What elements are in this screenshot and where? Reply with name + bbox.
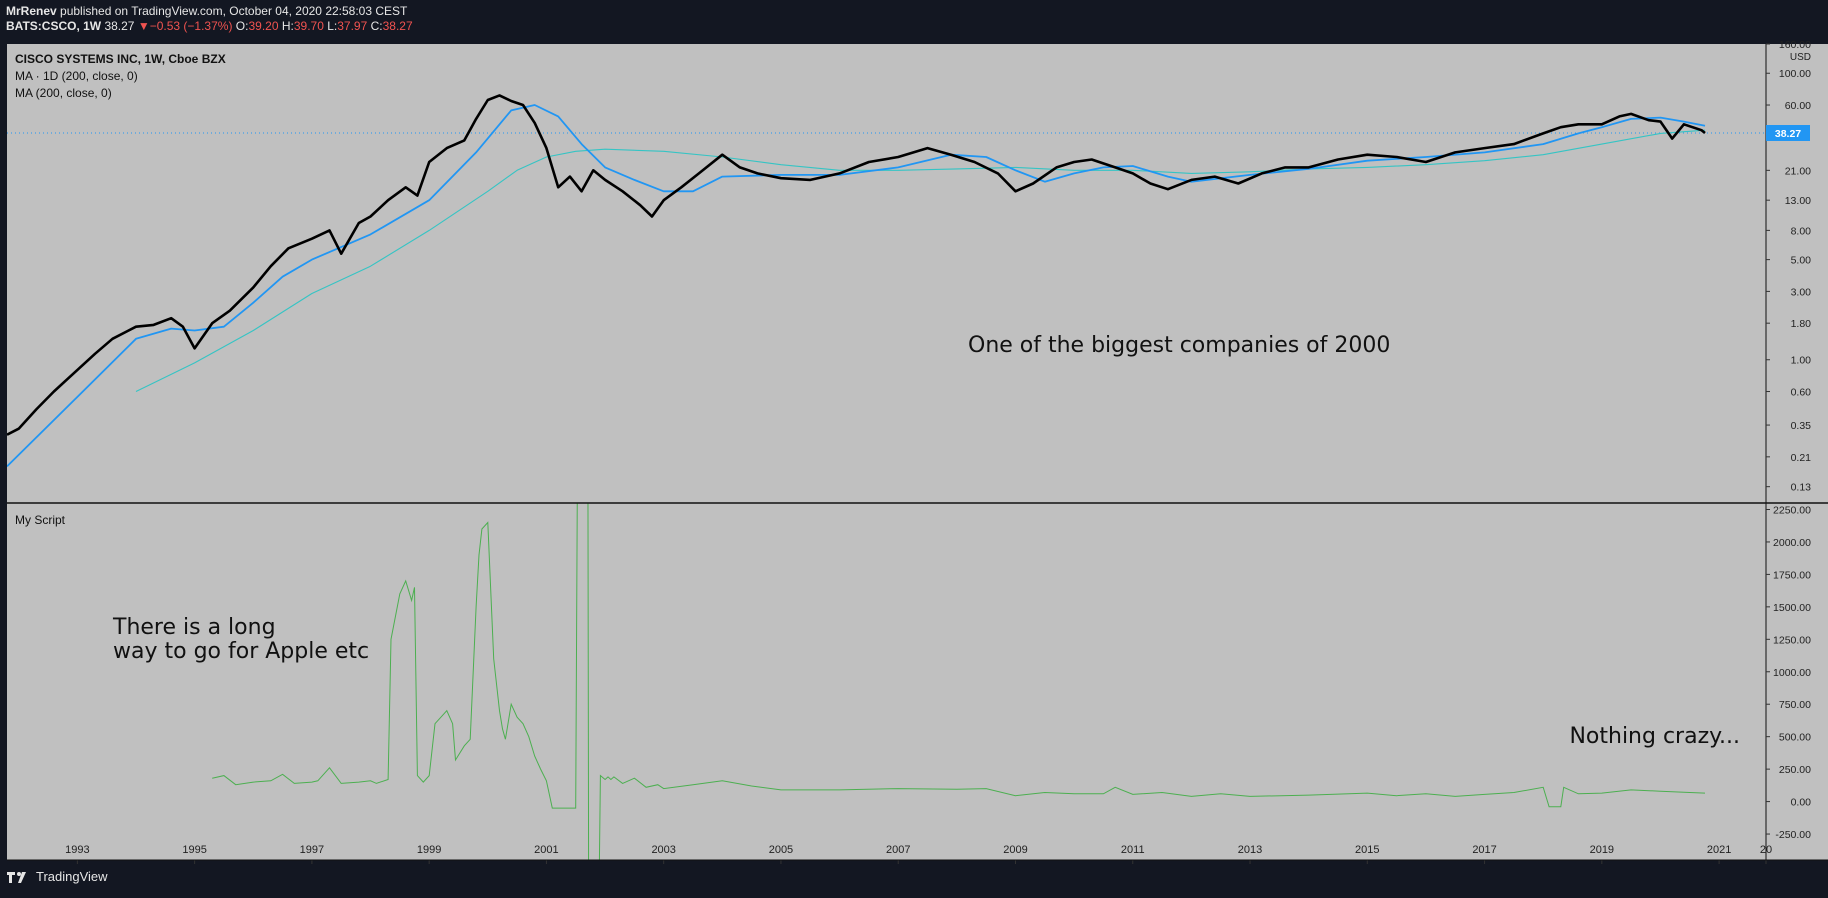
close-value: 38.27 [382,19,413,33]
price-tick-label: 0.60 [1791,387,1812,399]
time-tick-label: 2007 [886,844,910,856]
indicator-tick-label: 500.00 [1779,732,1811,744]
indicator-tick-label: 0.00 [1791,797,1812,809]
price-tick-label: 60.00 [1785,100,1811,112]
time-tick-label: 2005 [769,844,793,856]
indicator-tick-label: 1250.00 [1773,634,1811,646]
indicator-tick-label: 1750.00 [1773,569,1811,581]
price-axis-unit: USD [1790,52,1811,63]
price-tick-label: 21.00 [1785,165,1811,177]
price-axis-background [1766,44,1828,860]
price-tick-label: 1.00 [1791,355,1812,367]
time-axis: 1993 1995 1997 1999 2001 2003 2005 2007 2009 2011… [65,844,1772,864]
legends: CISCO SYSTEMS INC, 1W, Cboe BZX MA · 1D (… [15,52,1740,749]
open-value: 39.20 [248,19,279,33]
price-tick-label: 8.00 [1791,225,1812,237]
time-tick-label: 2003 [651,844,675,856]
change-value: −0.53 (−1.37%) [149,19,233,33]
high-value: 39.70 [293,19,324,33]
time-tick-label: 2009 [1003,844,1027,856]
indicator-tick-label: 2250.00 [1773,504,1811,516]
indicator-tick-label: 2000.00 [1773,537,1811,549]
price-series [7,94,1706,436]
indicator-tick-label: 250.00 [1779,764,1811,776]
price-tick-label: 3.00 [1791,286,1812,298]
indicator-legend-title: My Script [15,513,66,527]
publish-info: published on TradingView.com, October 04… [60,4,408,18]
price-tick-label: 1.80 [1791,318,1812,330]
time-tick-label: 2017 [1472,844,1496,856]
ohlc-line: BATS:CSCO, 1W 38.27 ▼−0.53 (−1.37%) O:39… [6,19,413,33]
footer: TradingView [6,869,108,884]
price-legend-item: MA · 1D (200, close, 0) [15,69,138,83]
annotation-line: way to go for Apple etc [113,639,369,664]
close-label: C: [370,19,383,33]
chart-background [7,44,1766,860]
annotation-price: One of the biggest companies of 2000 [968,333,1390,358]
indicator-tick-label: 750.00 [1779,699,1811,711]
price-tick-label: 160.00 [1779,39,1811,51]
time-tick-label: 2021 [1707,844,1731,856]
publisher-name: MrRenev [6,4,57,18]
time-tick-label: 2011 [1121,844,1145,856]
indicator-axis: 2250.00 2000.00 1750.00 1500.00 1250.00 1000.… [1766,504,1811,841]
publisher-line: MrRenev published on TradingView.com, Oc… [6,4,407,18]
indicator-tick-label: -250.00 [1775,829,1811,841]
price-legend-title: CISCO SYSTEMS INC, 1W, Cboe BZX [15,52,226,66]
high-label: H: [281,19,294,33]
last-value: 38.27 [104,19,135,33]
open-label: O: [235,19,249,33]
ma-daily-series [7,104,1706,468]
last-price-badge [1766,124,1810,141]
indicator-tick-label: 1000.00 [1773,667,1811,679]
down-triangle-icon: ▼ [137,19,150,33]
time-tick-label: 1999 [417,844,441,856]
annotation-long-way: There is a long way to go for Apple etc [112,615,369,664]
price-tick-label: 0.13 [1791,482,1812,494]
price-tick-label: 5.00 [1791,255,1812,267]
price-legend-item: MA (200, close, 0) [15,86,112,100]
time-tick-label: 1995 [182,844,206,856]
indicator-tick-label: 1500.00 [1773,602,1811,614]
time-tick-label: 2013 [1238,844,1262,856]
low-value: 37.97 [337,19,368,33]
last-price-badge-label: 38.27 [1775,128,1801,140]
indicator-panel [212,503,1706,860]
price-tick-label: 0.35 [1791,420,1812,432]
price-axis: 160.00 100.00 60.00 21.00 13.00 8.00 5.00 3.00 1… [1766,39,1811,494]
footer-brand: TradingView [36,869,108,884]
price-tick-label: 13.00 [1785,195,1811,207]
time-tick-label: 1993 [65,844,89,856]
price-tick-label: 0.21 [1791,452,1812,464]
script-series [212,503,1706,860]
price-tick-label: 100.00 [1779,68,1811,80]
annotation-line: There is a long [112,615,276,640]
tradingview-logo-icon [7,871,26,883]
time-tick-label: 2001 [534,844,558,856]
time-tick-label: 2015 [1355,844,1379,856]
symbol-label: BATS:CSCO, 1W [6,19,102,33]
time-tick-label: 2019 [1590,844,1614,856]
time-tick-label: 1997 [300,844,324,856]
annotation-nothing-crazy: Nothing crazy... [1569,724,1740,749]
low-label: L: [327,19,338,33]
price-panel [7,94,1766,468]
